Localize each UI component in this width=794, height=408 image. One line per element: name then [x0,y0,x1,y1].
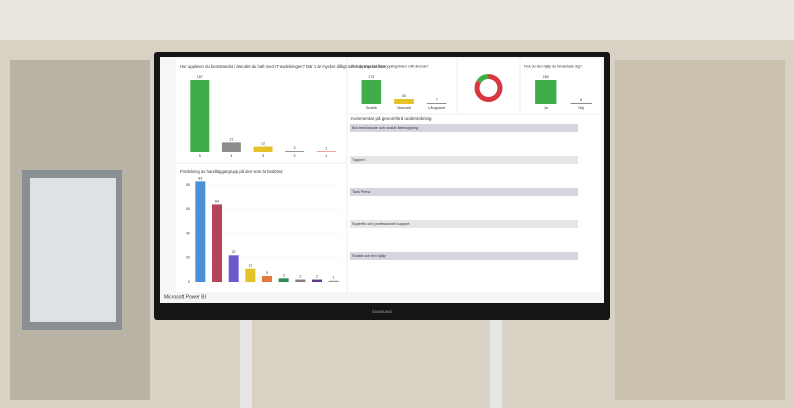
chart-title: Hur upplever du återkopplingstiden i dit… [351,64,429,68]
bar [285,151,304,152]
x-tick-label: 4 [230,154,232,158]
x-tick-label: 3 [262,154,264,158]
chart-title: Fick du den hjälp du förväntade dig? [524,64,582,68]
y-tick-label: 0 [188,280,190,284]
side-screen-display [30,178,116,322]
data-label: 7 [436,98,438,102]
comment: Toppen! [352,158,366,162]
data-label: 36 [402,94,406,98]
bar [190,80,209,152]
comments-panel [348,115,601,292]
comment: Tack Petra [352,190,371,194]
bar [427,103,447,104]
stand-left [240,318,252,408]
x-tick-label: Nej [578,106,584,110]
data-label: 2 [294,146,296,150]
data-label: 12 [261,141,265,145]
window-right [615,60,785,400]
y-tick-label: 60 [186,207,190,211]
comment: Bra bemötande och snabb återkoppling [352,126,418,130]
data-label: 22 [232,250,236,254]
data-label: 157 [197,75,203,79]
y-tick-label: 20 [186,256,190,260]
ceiling [0,0,794,40]
comment-row [350,156,578,164]
stand-right [490,318,502,408]
brand: SAMSUNG [372,309,392,314]
data-label: 8 [580,98,582,102]
comment: Superfin och professionell support [352,222,410,226]
x-tick-label: Normalt [397,106,411,110]
photo: Microsoft Power BI SAMSUNG Hur upplever … [0,0,794,408]
comment: Snabb och bra hjälp [352,254,386,258]
bar [195,181,205,282]
bar [394,99,414,104]
x-tick-label: 2 [294,154,296,158]
bar [229,255,239,282]
bar [571,103,592,104]
data-label: 180 [543,75,549,79]
y-tick-label: 40 [186,231,190,235]
data-label: 21 [229,137,233,141]
footer: Microsoft Power BI [164,294,206,300]
bar [254,146,273,152]
bar [262,276,272,282]
x-tick-label: 1 [325,154,327,158]
panel [458,59,519,113]
data-label: 11 [249,264,253,268]
data-label: 5 [266,271,268,275]
data-label: 3 [283,273,285,277]
x-tick-label: Långsamt [428,106,446,110]
data-label: 2 [316,274,318,278]
bar [535,80,556,104]
chart-title: Fördelning av handläggargrupp på den som… [180,169,283,174]
y-tick-label: 80 [186,183,190,187]
comment-row [350,188,578,196]
bar [312,280,322,282]
data-label: 83 [198,176,202,180]
bar [279,278,289,282]
bar [295,280,305,282]
bar [362,80,382,104]
bar [245,269,255,282]
data-label: 64 [215,199,219,203]
data-label: 1 [333,276,335,280]
bar [212,204,222,282]
x-tick-label: 5 [199,154,201,158]
x-tick-label: Snabb [366,106,377,110]
data-label: 1 [325,146,327,150]
bar [329,281,339,282]
comments-title: Kommentar på genomförd undersökning [351,115,432,121]
bar [222,142,241,152]
data-label: 173 [368,75,374,79]
data-label: 2 [299,274,301,278]
